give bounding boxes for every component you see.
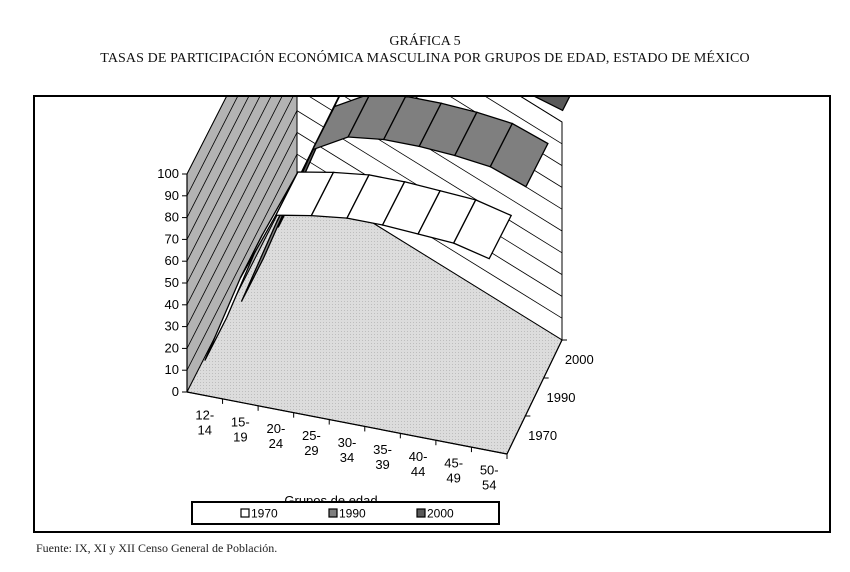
x-tick-label: 30-34: [338, 435, 357, 465]
y-tick-label: 100: [157, 166, 179, 181]
gridline-side: [186, 97, 227, 175]
y-tick-label: 30: [165, 319, 179, 334]
x-tick-label: 40-44: [409, 449, 428, 479]
legend-box: [191, 501, 500, 525]
x-tick-label-line1: 15-: [231, 414, 250, 429]
gridline-side: [186, 97, 260, 240]
y-tick-label: 90: [165, 188, 179, 203]
y-tick-label: 70: [165, 231, 179, 246]
legend-label: 1990: [339, 507, 366, 521]
x-tick-label-line2: 54: [482, 478, 496, 493]
x-tick-label-line2: 14: [198, 422, 212, 437]
x-tick-label-line2: 19: [233, 429, 247, 444]
gridline-side: [186, 97, 294, 305]
x-tick-label-line1: 45-: [444, 456, 463, 471]
legend-swatch: [328, 508, 338, 518]
gridline-side: [186, 110, 298, 327]
x-tick-label-line1: 50-: [480, 463, 499, 478]
series-1990: [240, 97, 549, 302]
gridline-side: [186, 97, 283, 284]
gridline-side: [186, 97, 238, 196]
ribbon-segment: [489, 122, 549, 188]
legend-label: 1970: [251, 507, 278, 521]
x-tick-label-line2: 39: [375, 457, 389, 472]
x-tick-label-line2: 44: [411, 464, 425, 479]
depth-tick-label: 1970: [528, 428, 557, 443]
chart-subtitle: TASAS DE PARTICIPACIÓN ECONÓMICA MASCULI…: [100, 51, 750, 66]
x-tick-label: 35-39: [373, 442, 392, 472]
y-tick-label: 40: [165, 297, 179, 312]
chart-title: GRÁFICA 5: [389, 34, 461, 49]
source-note: Fuente: IX, XI y XII Censo General de Po…: [36, 541, 278, 555]
legend-swatch: [416, 508, 426, 518]
depth-axis-line: [506, 339, 563, 455]
x-tick-label-line1: 40-: [409, 449, 428, 464]
x-tick-label-line2: 34: [340, 450, 354, 465]
legend-label: 2000: [427, 507, 454, 521]
x-tick-label-line2: 29: [304, 443, 318, 458]
ribbon-segment: [311, 97, 370, 151]
x-tick-label: 25-29: [302, 428, 321, 458]
gridline-side: [186, 154, 298, 371]
x-tick-label-line1: 12-: [195, 407, 214, 422]
x-tick-label-line1: 20-: [266, 421, 285, 436]
x-tick-label: 45-49: [444, 456, 463, 486]
gridline-side: [186, 132, 298, 349]
x-tick-label-line1: 30-: [338, 435, 357, 450]
x-tick-label: 12-14: [195, 407, 214, 437]
gridline-side: [186, 97, 272, 262]
y-tick-label: 10: [165, 362, 179, 377]
y-tick-label: 60: [165, 253, 179, 268]
depth-tick-label: 2000: [565, 352, 594, 367]
y-tick-label: 20: [165, 340, 179, 355]
x-tick-label: 20-24: [266, 421, 285, 451]
ribbon-segment: [534, 97, 571, 112]
chart-3d-line: 0 10 20 30 40 50 60 70 80 90 100 12-14 15-19 20-24 25-…: [157, 97, 594, 525]
chart-frame: 0 10 20 30 40 50 60 70 80 90 100 12-14 15-19 20-24 25-…: [33, 95, 831, 533]
series-1970: [204, 171, 513, 361]
gridline-back: [485, 97, 563, 145]
x-tick-label-line2: 24: [269, 436, 283, 451]
x-tick-label-line1: 35-: [373, 442, 392, 457]
x-tick-label: 50-54: [480, 463, 499, 493]
y-tick-label: 80: [165, 210, 179, 225]
gridline-side: [186, 97, 249, 218]
legend-swatch: [240, 508, 250, 518]
x-tick-label-line2: 49: [446, 471, 460, 486]
y-tick-label: 50: [165, 275, 179, 290]
ribbon-segment: [452, 199, 513, 260]
depth-tick-label: 1990: [547, 390, 576, 405]
x-axis-line: [186, 391, 508, 455]
y-tick-label: 0: [172, 384, 179, 399]
x-tick-label-line1: 25-: [302, 428, 321, 443]
x-tick-label: 15-19: [231, 414, 250, 444]
chart-title-block: GRÁFICA 5 TASAS DE PARTICIPACIÓN ECONÓMI…: [0, 34, 850, 67]
ribbon-segment: [347, 97, 407, 141]
